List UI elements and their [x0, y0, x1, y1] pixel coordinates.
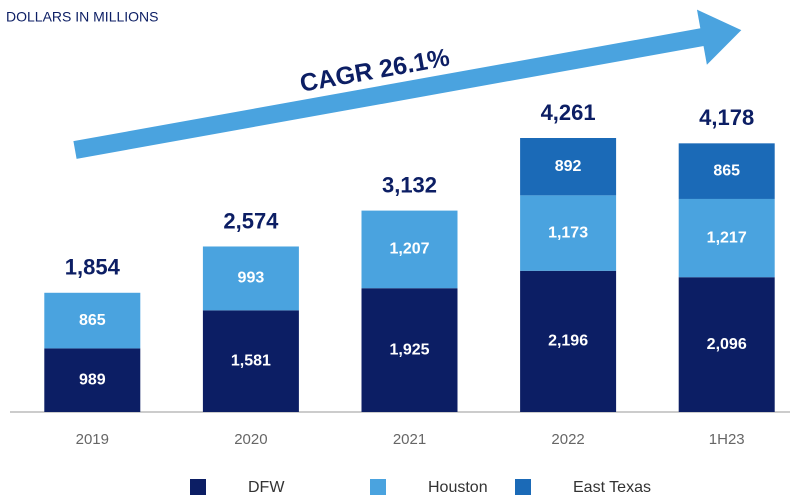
total-label: 1,854 [65, 255, 121, 280]
bar-segment [44, 292, 141, 349]
subtitle: DOLLARS IN MILLIONS [6, 9, 159, 25]
legend-swatch [190, 479, 206, 495]
bar-segment [361, 210, 458, 289]
x-tick-label: 1H23 [709, 431, 745, 448]
value-label: 2,096 [707, 336, 747, 353]
cagr-arrow [73, 9, 742, 159]
value-label: 2,196 [548, 333, 588, 350]
total-label: 4,178 [699, 105, 754, 130]
value-label: 989 [79, 371, 106, 388]
bar-segment [520, 138, 617, 196]
x-tick-label: 2020 [234, 431, 267, 448]
x-tick-label: 2021 [393, 431, 426, 448]
bar-segment [678, 143, 775, 199]
total-label: 2,574 [223, 208, 279, 233]
value-label: 865 [79, 312, 106, 329]
value-label: 1,217 [707, 229, 747, 246]
bar-segment [520, 270, 617, 412]
value-label: 1,581 [231, 352, 271, 369]
bar-segment [202, 246, 299, 311]
x-tick-label: 2019 [76, 431, 109, 448]
value-label: 892 [555, 158, 582, 175]
legend-swatch [515, 479, 531, 495]
value-label: 865 [713, 162, 740, 179]
bar-segment [44, 348, 141, 412]
total-label: 3,132 [382, 172, 437, 197]
legend-label: East Texas [573, 479, 651, 495]
value-label: 1,925 [389, 341, 429, 358]
legend-swatch [370, 479, 386, 495]
bar-segment [678, 277, 775, 412]
total-label: 4,261 [541, 100, 596, 125]
bar-segment [361, 288, 458, 412]
x-tick-label: 2022 [551, 431, 584, 448]
legend-label: DFW [248, 479, 285, 495]
legend-label: Houston [428, 479, 488, 495]
bar-segment [678, 198, 775, 278]
bar-segment [520, 195, 617, 271]
value-label: 993 [238, 270, 265, 287]
bar-segment [202, 310, 299, 412]
value-label: 1,173 [548, 224, 588, 241]
value-label: 1,207 [389, 241, 429, 258]
